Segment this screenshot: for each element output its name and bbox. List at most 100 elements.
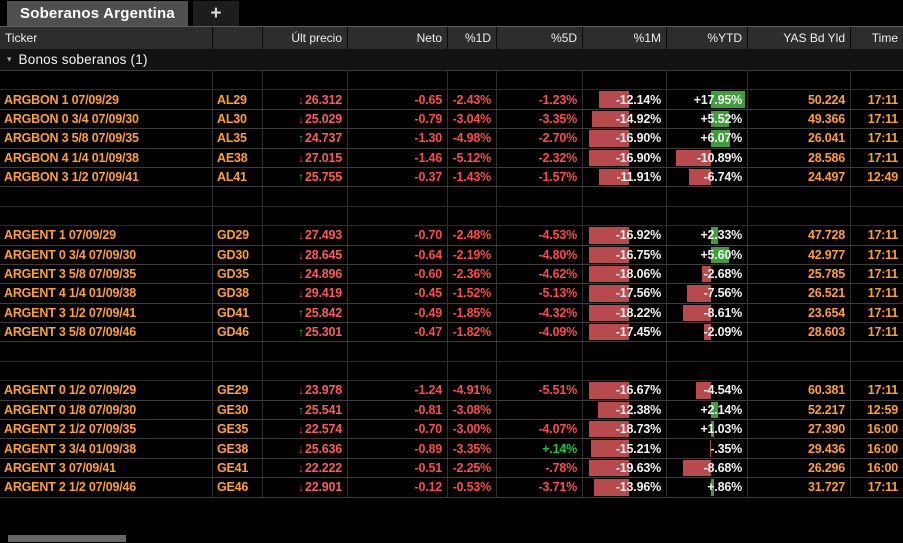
- cell-time[interactable]: 12:49: [867, 170, 898, 185]
- cell-ticker[interactable]: ARGENT 2 1/2 07/09/35: [0, 420, 213, 439]
- cell-d1[interactable]: -2.48%: [448, 226, 497, 245]
- cell-time[interactable]: 12:59: [867, 402, 898, 417]
- cell-code[interactable]: AL41: [213, 167, 263, 187]
- cell-yld[interactable]: 31.727: [748, 478, 851, 497]
- bond-row-AL35[interactable]: ARGBON 3 5/8 07/09/35 AL35 ↑ 24.737 -1.30 -4.…: [0, 129, 903, 149]
- cell-d1[interactable]: -4.98%: [448, 129, 497, 148]
- cell-price[interactable]: ↓ 23.978: [263, 381, 348, 400]
- bond-row-GE29[interactable]: ARGENT 0 1/2 07/09/29 GE29 ↓ 23.978 -1.24 -4.…: [0, 381, 903, 401]
- cell-neto[interactable]: -0.70: [348, 226, 448, 245]
- bond-row-GE35[interactable]: ARGENT 2 1/2 07/09/35 GE35 ↓ 22.574 -0.70 -3.…: [0, 420, 903, 440]
- column-header-price[interactable]: Últ precio: [263, 27, 348, 49]
- cell-neto[interactable]: -0.49: [348, 303, 448, 323]
- cell-price[interactable]: ↓ 25.636: [263, 439, 348, 458]
- cell-price[interactable]: ↓ 24.896: [263, 264, 348, 284]
- cell-yld[interactable]: 52.217: [748, 400, 851, 420]
- cell-ytd[interactable]: -7.56%: [667, 284, 748, 303]
- bond-row-GD29[interactable]: ARGENT 1 07/09/29 GD29 ↓ 27.493 -0.70 -2.48% -…: [0, 226, 903, 246]
- cell-ytd[interactable]: +17.95%: [667, 90, 748, 109]
- cell-d5[interactable]: -4.32%: [497, 303, 583, 323]
- bond-row-GE30[interactable]: ARGENT 0 1/8 07/09/30 GE30 ↑ 25.541 -0.81 -3.…: [0, 400, 903, 421]
- cell-price[interactable]: ↓ 27.493: [263, 226, 348, 245]
- cell-time[interactable]: 17:11: [867, 325, 898, 340]
- bond-row-AL29[interactable]: ARGBON 1 07/09/29 AL29 ↓ 26.312 -0.65 -2.43% -…: [0, 90, 903, 110]
- cell-ytd[interactable]: -8.68%: [667, 458, 748, 478]
- cell-neto[interactable]: -0.70: [348, 420, 448, 439]
- cell-price[interactable]: ↑ 24.737: [263, 129, 348, 148]
- cell-code[interactable]: GE41: [213, 458, 263, 478]
- cell-yld[interactable]: 27.390: [748, 420, 851, 439]
- cell-code[interactable]: GD41: [213, 303, 263, 323]
- cell-d1[interactable]: -2.43%: [448, 90, 497, 109]
- cell-d5[interactable]: -2.32%: [497, 148, 583, 167]
- cell-time[interactable]: 17:11: [867, 247, 898, 262]
- cell-code[interactable]: GD35: [213, 264, 263, 284]
- cell-code[interactable]: GD29: [213, 226, 263, 245]
- cell-d5[interactable]: -4.80%: [497, 245, 583, 264]
- cell-price[interactable]: ↓ 22.574: [263, 420, 348, 439]
- bond-row-GE41[interactable]: ARGENT 3 07/09/41 GE41 ↓ 22.222 -0.51 -2.25% -…: [0, 458, 903, 479]
- cell-m1[interactable]: -16.90%: [583, 129, 667, 148]
- cell-neto[interactable]: -0.12: [348, 478, 448, 497]
- collapse-triangle-icon[interactable]: ▾: [7, 54, 12, 64]
- bond-row-GE38[interactable]: ARGENT 3 3/4 01/09/38 GE38 ↓ 25.636 -0.89 -3.…: [0, 439, 903, 459]
- cell-m1[interactable]: -12.14%: [583, 90, 667, 109]
- cell-time[interactable]: 17:11: [867, 131, 898, 146]
- column-header-ytd[interactable]: %YTD: [667, 27, 748, 49]
- cell-m1[interactable]: -15.21%: [583, 439, 667, 458]
- cell-price[interactable]: ↓ 26.312: [263, 90, 348, 109]
- cell-d5[interactable]: -4.09%: [497, 323, 583, 342]
- cell-ytd[interactable]: +5.60%: [667, 245, 748, 264]
- tab-soberanos-argentina[interactable]: Soberanos Argentina: [7, 1, 188, 26]
- cell-d1[interactable]: -3.35%: [448, 439, 497, 458]
- cell-time[interactable]: 17:11: [867, 228, 898, 243]
- cell-neto[interactable]: -0.45: [348, 284, 448, 303]
- cell-code[interactable]: AL30: [213, 109, 263, 129]
- cell-code[interactable]: GE30: [213, 400, 263, 420]
- cell-ticker[interactable]: ARGBON 3 5/8 07/09/35: [0, 129, 213, 148]
- cell-code[interactable]: AE38: [213, 148, 263, 167]
- cell-yld[interactable]: 42.977: [748, 245, 851, 264]
- cell-d1[interactable]: -3.08%: [448, 400, 497, 420]
- cell-price[interactable]: ↓ 27.015: [263, 148, 348, 167]
- cell-code[interactable]: GE35: [213, 420, 263, 439]
- cell-m1[interactable]: -11.91%: [583, 167, 667, 187]
- cell-ytd[interactable]: +6.07%: [667, 129, 748, 148]
- column-header-d5[interactable]: %5D: [497, 27, 583, 49]
- cell-ticker[interactable]: ARGENT 3 07/09/41: [0, 458, 213, 478]
- cell-m1[interactable]: -14.92%: [583, 109, 667, 129]
- cell-time[interactable]: 16:00: [867, 441, 898, 456]
- cell-ticker[interactable]: ARGBON 0 3/4 07/09/30: [0, 109, 213, 129]
- cell-neto[interactable]: -0.81: [348, 400, 448, 420]
- cell-m1[interactable]: -16.67%: [583, 381, 667, 400]
- cell-ytd[interactable]: -4.54%: [667, 381, 748, 400]
- cell-d5[interactable]: -5.13%: [497, 284, 583, 303]
- cell-yld[interactable]: 26.521: [748, 284, 851, 303]
- cell-ytd[interactable]: -8.61%: [667, 303, 748, 323]
- cell-code[interactable]: GD30: [213, 245, 263, 264]
- cell-price[interactable]: ↑ 25.301: [263, 323, 348, 342]
- cell-neto[interactable]: -0.89: [348, 439, 448, 458]
- cell-yld[interactable]: 23.654: [748, 303, 851, 323]
- cell-d1[interactable]: -0.53%: [448, 478, 497, 497]
- cell-price[interactable]: ↑ 25.842: [263, 303, 348, 323]
- cell-neto[interactable]: -1.46: [348, 148, 448, 167]
- cell-m1[interactable]: -16.90%: [583, 148, 667, 167]
- cell-yld[interactable]: 50.224: [748, 90, 851, 109]
- cell-m1[interactable]: -17.45%: [583, 323, 667, 342]
- cell-d5[interactable]: -5.51%: [497, 381, 583, 400]
- cell-d1[interactable]: -5.12%: [448, 148, 497, 167]
- cell-code[interactable]: GE46: [213, 478, 263, 497]
- bond-row-AE38[interactable]: ARGBON 4 1/4 01/09/38 AE38 ↓ 27.015 -1.46 -5.…: [0, 148, 903, 168]
- cell-yld[interactable]: 25.785: [748, 264, 851, 284]
- horizontal-scrollbar-thumb[interactable]: [8, 535, 126, 542]
- cell-code[interactable]: GD38: [213, 284, 263, 303]
- cell-ticker[interactable]: ARGENT 3 5/8 07/09/35: [0, 264, 213, 284]
- cell-ytd[interactable]: -10.89%: [667, 148, 748, 167]
- cell-ytd[interactable]: +2.14%: [667, 400, 748, 420]
- cell-d5[interactable]: -2.70%: [497, 129, 583, 148]
- cell-d1[interactable]: -2.25%: [448, 458, 497, 478]
- cell-code[interactable]: AL35: [213, 129, 263, 148]
- cell-yld[interactable]: 24.497: [748, 167, 851, 187]
- cell-yld[interactable]: 26.296: [748, 458, 851, 478]
